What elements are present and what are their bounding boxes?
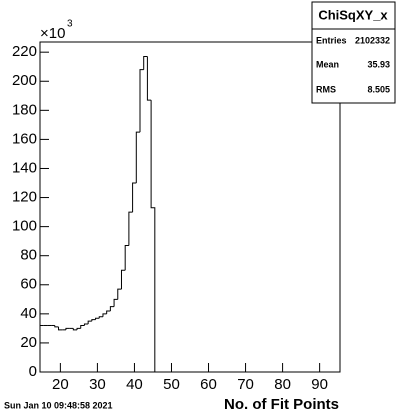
x-axis-label: No. of Fit Points	[224, 396, 339, 413]
y-tick-label: 120	[12, 189, 37, 206]
y-tick-label: 140	[12, 159, 37, 176]
x-tick-label: 50	[163, 376, 180, 393]
y-tick-label: 180	[12, 101, 37, 118]
x-tick-label: 60	[200, 376, 217, 393]
histogram-bin	[109, 306, 115, 311]
histogram-bin	[39, 324, 44, 372]
histogram-bin	[113, 298, 118, 307]
plot-frame	[39, 41, 341, 373]
histogram-bin	[139, 69, 144, 133]
histogram-bin	[132, 182, 137, 213]
y-tick-label: 100	[12, 218, 37, 235]
histogram-bin	[143, 56, 148, 70]
x-tick-label: 70	[237, 376, 254, 393]
histogram-bin	[65, 327, 70, 330]
y-tick-label: 220	[12, 43, 37, 60]
histogram-bin	[91, 319, 96, 322]
y-tick-label: 200	[12, 72, 37, 89]
y-multiplier: ×10	[40, 25, 65, 42]
stats-frame	[311, 1, 396, 104]
y-tick-label: 40	[20, 305, 37, 322]
histogram-bin	[128, 211, 133, 246]
histogram-bin	[146, 56, 152, 101]
timestamp: Sun Jan 10 09:48:58 2021	[4, 400, 113, 410]
stats-title: ChiSqXY_x	[318, 7, 388, 22]
histogram-bin	[102, 313, 107, 317]
y-tick-label: 60	[20, 276, 37, 293]
histogram-bin	[124, 245, 129, 271]
histogram-bin	[106, 310, 111, 314]
y-tick-label: 160	[12, 130, 37, 147]
stats-label: RMS	[316, 84, 336, 94]
x-tick-label: 90	[311, 376, 328, 393]
stats-label: Mean	[316, 59, 339, 69]
y-tick-label: 80	[20, 247, 37, 264]
stats-box: ChiSqXY_x Entries 2102332 Mean 35.93 RMS…	[311, 1, 396, 104]
histogram-bin	[83, 323, 89, 326]
stats-value: 2102332	[355, 35, 390, 45]
y-tick-label: 20	[20, 334, 37, 351]
histogram-bin	[72, 328, 78, 331]
x-tick-label: 80	[274, 376, 291, 393]
histogram-bin	[98, 316, 103, 319]
histogram-bin	[95, 317, 100, 320]
histogram-bin	[80, 324, 85, 329]
histogram-bin	[117, 288, 122, 300]
histogram-bin	[135, 131, 140, 184]
stats-value: 8.505	[367, 84, 390, 94]
histogram-bin	[58, 326, 63, 331]
y-multiplier-exponent: 3	[67, 19, 73, 30]
x-tick-label: 40	[126, 376, 143, 393]
histogram-bin	[87, 320, 92, 325]
histogram-bin	[76, 327, 81, 330]
x-tick-label: 30	[89, 376, 106, 393]
x-tick-label: 20	[52, 376, 69, 393]
histogram-bin	[54, 325, 59, 328]
histogram-bin	[120, 269, 126, 290]
stats-value: 35.93	[367, 59, 390, 69]
y-tick-label: 0	[29, 363, 37, 380]
stats-label: Entries	[316, 35, 347, 45]
histogram-bin	[150, 100, 156, 372]
